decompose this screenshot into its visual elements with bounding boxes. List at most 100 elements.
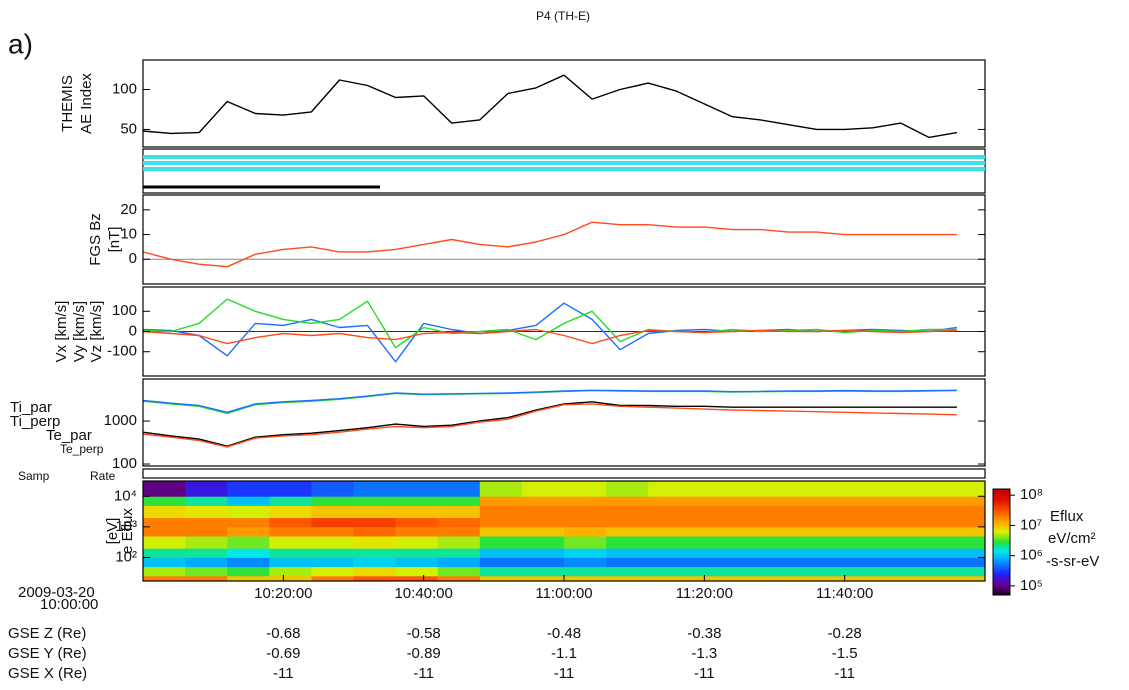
- legend-label: FGS Bz: [87, 213, 104, 266]
- heatmap-cell: [395, 575, 439, 582]
- y-tick-label: 100: [112, 455, 137, 472]
- heatmap-cell: [648, 481, 691, 497]
- heatmap-cell: [732, 536, 775, 549]
- colorbar-step: [993, 566, 1010, 569]
- heatmap-cell: [900, 566, 944, 577]
- colorbar-step: [993, 526, 1010, 529]
- heatmap-cell: [311, 557, 354, 568]
- heatmap-cell: [648, 536, 691, 549]
- colorbar-step: [993, 533, 1010, 536]
- heatmap-cell: [858, 536, 902, 549]
- heatmap-cell: [690, 557, 733, 568]
- heatmap-cell: [690, 505, 733, 519]
- legend-label: Vy [km/s]: [71, 301, 88, 362]
- heatmap-cell: [395, 505, 439, 519]
- heatmap-cell: [269, 557, 312, 568]
- series-line: [142, 298, 957, 349]
- heatmap-cell: [732, 557, 775, 568]
- heatmap-cell: [732, 505, 775, 519]
- heatmap-cell: [858, 517, 902, 528]
- colorbar-step: [993, 510, 1010, 513]
- heatmap-cell: [227, 526, 270, 537]
- heatmap-cell: [227, 517, 270, 528]
- heatmap-cell: [900, 557, 944, 568]
- colorbar-step: [993, 542, 1010, 545]
- y-tick-label: -100: [107, 343, 137, 360]
- heatmap-cell: [269, 481, 312, 497]
- heatmap-cell: [606, 557, 649, 568]
- heatmap-cell: [521, 557, 565, 568]
- heatmap-cell: [816, 517, 860, 528]
- heatmap-cell: [353, 496, 396, 506]
- colorbar-step: [993, 489, 1010, 492]
- y-tick-label: 10³: [115, 518, 137, 535]
- colorbar-step: [993, 538, 1010, 541]
- heatmap-cell: [648, 575, 691, 582]
- series-line: [142, 328, 957, 345]
- ephemeris-value: -0.38: [687, 625, 721, 642]
- heatmap-cell: [942, 536, 986, 549]
- heatmap-cell: [732, 496, 775, 506]
- heatmap-cell: [395, 496, 439, 506]
- series-line: [142, 74, 958, 139]
- colorbar-step: [993, 584, 1010, 587]
- heatmap-cell: [732, 526, 775, 537]
- heatmap-cell: [311, 496, 354, 506]
- heatmap-cell: [521, 505, 565, 519]
- y-axis-label: THEMIS: [59, 75, 76, 132]
- heatmap-cell: [479, 536, 523, 549]
- heatmap-cell: [479, 557, 523, 568]
- heatmap-cell: [269, 548, 312, 558]
- heatmap-cell: [353, 566, 396, 577]
- heatmap-cell: [185, 536, 228, 549]
- ephemeris-value: -0.58: [407, 625, 441, 642]
- heatmap-cell: [816, 557, 860, 568]
- colorbar-step: [993, 536, 1010, 539]
- colorbar-step: [993, 503, 1010, 506]
- heatmap-cell: [774, 526, 817, 537]
- colorbar-step: [993, 520, 1010, 524]
- heatmap-cell: [690, 566, 733, 577]
- heatmap-cell: [185, 557, 228, 568]
- colorbar-step: [993, 573, 1010, 577]
- heatmap-cell: [437, 548, 481, 558]
- y-axis-label: [nT]: [106, 227, 123, 253]
- heatmap-cell: [648, 496, 691, 506]
- heatmap-cell: [606, 505, 649, 519]
- heatmap-cell: [143, 496, 186, 506]
- heatmap-cell: [564, 505, 607, 519]
- colorbar-step: [993, 549, 1010, 552]
- ephemeris-value: -11: [413, 665, 434, 682]
- heatmap-cell: [732, 575, 775, 582]
- heatmap-cell: [564, 517, 607, 528]
- heatmap-cell: [521, 548, 565, 558]
- legend-label: Te_par: [46, 427, 92, 444]
- heatmap-cell: [395, 566, 439, 577]
- heatmap-cell: [311, 548, 354, 558]
- colorbar-step: [993, 564, 1010, 568]
- ephemeris-value: -1.3: [691, 645, 717, 662]
- y-tick-label: 100: [112, 302, 137, 319]
- ephemeris-value: -11: [273, 665, 294, 682]
- colorbar-step: [993, 589, 1010, 592]
- heatmap-cell: [437, 481, 481, 497]
- heatmap-cell: [353, 557, 396, 568]
- heatmap-cell: [648, 557, 691, 568]
- colorbar-step: [993, 531, 1010, 534]
- colorbar-tick-label: 10⁷: [1020, 516, 1042, 533]
- heatmap-cell: [227, 557, 270, 568]
- heatmap-cell: [311, 566, 354, 577]
- heatmap-cell: [690, 536, 733, 549]
- panel-frame: [142, 378, 986, 467]
- heatmap-cell: [185, 548, 228, 558]
- heatmap-cell: [437, 505, 481, 519]
- heatmap-cell: [942, 481, 986, 497]
- heatmap-cell: [900, 505, 944, 519]
- colorbar-step: [993, 554, 1010, 557]
- heatmap-cell: [311, 505, 354, 519]
- colorbar-step: [993, 515, 1010, 518]
- colorbar-step: [993, 511, 1010, 515]
- heatmap-cell: [479, 496, 523, 506]
- heatmap-cell: [143, 505, 186, 519]
